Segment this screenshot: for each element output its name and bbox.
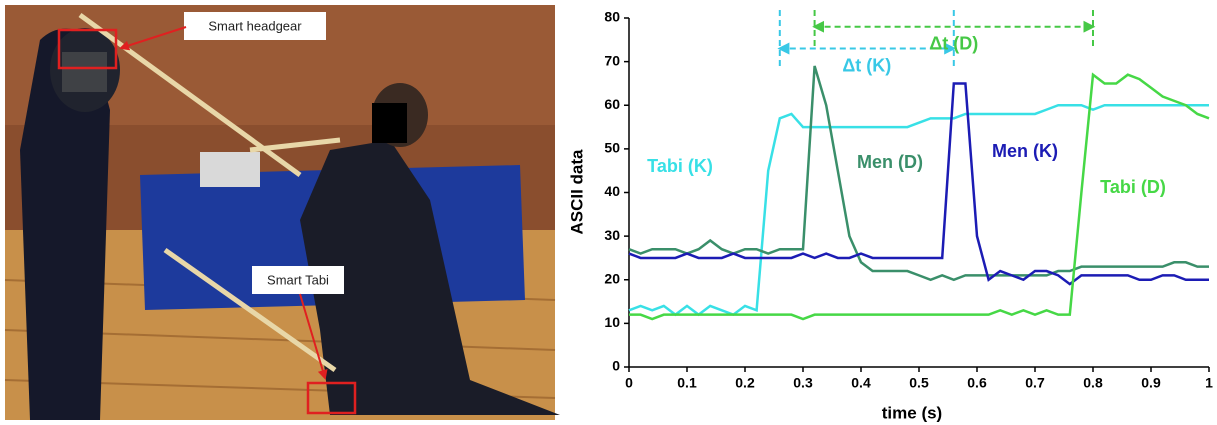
- photo-label: Smart headgear: [208, 18, 302, 33]
- x-tick-label: 0: [625, 375, 633, 391]
- series-label: Tabi (D): [1100, 177, 1166, 197]
- x-tick-label: 0.4: [851, 375, 871, 391]
- photo-label: Smart Tabi: [267, 272, 329, 287]
- y-tick-label: 60: [604, 96, 620, 112]
- series-line: [629, 66, 1209, 280]
- series-label: Men (K): [992, 141, 1058, 161]
- x-tick-label: 0.7: [1025, 375, 1045, 391]
- y-tick-label: 0: [612, 358, 620, 374]
- y-tick-label: 20: [604, 270, 620, 286]
- x-tick-label: 1: [1205, 375, 1213, 391]
- photo: Smart headgear Smart Tabi: [5, 5, 560, 420]
- x-tick-label: 0.3: [793, 375, 813, 391]
- x-tick-label: 0.6: [967, 375, 987, 391]
- series-label: Tabi (K): [647, 156, 713, 176]
- annotation-text: Δt (D): [929, 33, 978, 53]
- x-tick-label: 0.9: [1141, 375, 1161, 391]
- x-tick-label: 0.8: [1083, 375, 1103, 391]
- y-tick-label: 50: [604, 140, 620, 156]
- series-label: Men (D): [857, 152, 923, 172]
- y-tick-label: 80: [604, 9, 620, 25]
- y-tick-label: 10: [604, 314, 620, 330]
- y-axis-label: ASCII data: [567, 149, 586, 235]
- x-tick-label: 0.5: [909, 375, 929, 391]
- series-line: [629, 75, 1209, 319]
- y-tick-label: 40: [604, 183, 620, 199]
- x-tick-label: 0.2: [735, 375, 755, 391]
- y-tick-label: 30: [604, 227, 620, 243]
- y-tick-label: 70: [604, 52, 620, 68]
- figure: Smart headgear Smart Tabi time (s) ASCII…: [0, 0, 1217, 425]
- series-line: [629, 105, 1209, 314]
- x-axis-label: time (s): [882, 403, 942, 422]
- annotation-text: Δt (K): [842, 55, 891, 75]
- x-tick-label: 0.1: [677, 375, 697, 391]
